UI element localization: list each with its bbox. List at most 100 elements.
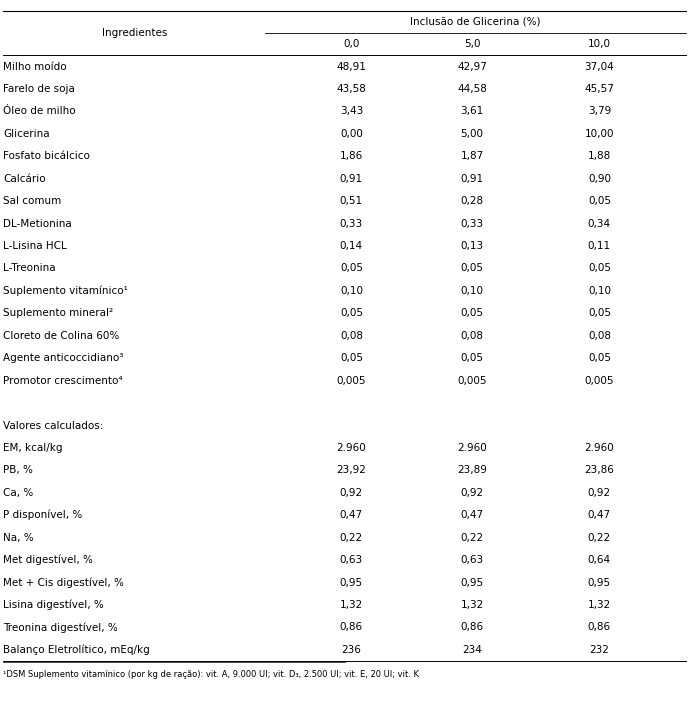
Text: 0,10: 0,10	[340, 286, 363, 296]
Text: ¹DSM Suplemento vitamínico (por kg de ração): vit. A, 9.000 UI; vit. D₃, 2.500 U: ¹DSM Suplemento vitamínico (por kg de ra…	[3, 670, 420, 679]
Text: 0,00: 0,00	[340, 129, 363, 139]
Text: 1,32: 1,32	[588, 600, 611, 610]
Text: 2.960: 2.960	[336, 443, 367, 453]
Text: 1,32: 1,32	[460, 600, 484, 610]
Text: 0,0: 0,0	[343, 39, 360, 49]
Text: Óleo de milho: Óleo de milho	[3, 107, 76, 116]
Text: Lisina digestível, %: Lisina digestível, %	[3, 600, 104, 610]
Text: 0,34: 0,34	[588, 219, 611, 229]
Text: 0,86: 0,86	[588, 622, 611, 632]
Text: Balanço Eletrolítico, mEq/kg: Balanço Eletrolítico, mEq/kg	[3, 645, 150, 655]
Text: PB, %: PB, %	[3, 465, 33, 475]
Text: Agente anticoccidiano³: Agente anticoccidiano³	[3, 353, 124, 363]
Text: 42,97: 42,97	[457, 62, 487, 72]
Text: 234: 234	[462, 645, 482, 655]
Text: P disponível, %: P disponível, %	[3, 510, 83, 520]
Text: 0,64: 0,64	[588, 555, 611, 565]
Text: 0,47: 0,47	[460, 510, 484, 520]
Text: 0,08: 0,08	[460, 331, 484, 341]
Text: 0,92: 0,92	[340, 488, 363, 498]
Text: Ingredientes: Ingredientes	[102, 28, 167, 38]
Text: Suplemento vitamínico¹: Suplemento vitamínico¹	[3, 286, 128, 296]
Text: 0,05: 0,05	[588, 308, 611, 318]
Text: 0,95: 0,95	[588, 578, 611, 587]
Text: 0,47: 0,47	[588, 510, 611, 520]
Text: Glicerina: Glicerina	[3, 129, 50, 139]
Text: 10,0: 10,0	[588, 39, 611, 49]
Text: 0,05: 0,05	[460, 353, 484, 363]
Text: 0,22: 0,22	[588, 533, 611, 543]
Text: 43,58: 43,58	[336, 84, 367, 94]
Text: 0,51: 0,51	[340, 196, 363, 206]
Text: 0,92: 0,92	[460, 488, 484, 498]
Text: 0,05: 0,05	[340, 353, 363, 363]
Text: 23,92: 23,92	[336, 465, 367, 475]
Text: 10,00: 10,00	[585, 129, 614, 139]
Text: 0,10: 0,10	[588, 286, 611, 296]
Text: 3,61: 3,61	[460, 107, 484, 116]
Text: 2.960: 2.960	[584, 443, 615, 453]
Text: 0,13: 0,13	[460, 241, 484, 251]
Text: 48,91: 48,91	[336, 62, 367, 72]
Text: 0,11: 0,11	[588, 241, 611, 251]
Text: 0,91: 0,91	[460, 174, 484, 184]
Text: 0,08: 0,08	[588, 331, 611, 341]
Text: Farelo de soja: Farelo de soja	[3, 84, 75, 94]
Text: 5,00: 5,00	[460, 129, 484, 139]
Text: EM, kcal/kg: EM, kcal/kg	[3, 443, 63, 453]
Text: 0,10: 0,10	[460, 286, 484, 296]
Text: 23,86: 23,86	[584, 465, 615, 475]
Text: 0,90: 0,90	[588, 174, 611, 184]
Text: 0,86: 0,86	[460, 622, 484, 632]
Text: Cloreto de Colina 60%: Cloreto de Colina 60%	[3, 331, 120, 341]
Text: DL-Metionina: DL-Metionina	[3, 219, 72, 229]
Text: Fosfato bicálcico: Fosfato bicálcico	[3, 151, 90, 161]
Text: 0,005: 0,005	[337, 376, 366, 386]
Text: 0,05: 0,05	[588, 196, 611, 206]
Text: 5,0: 5,0	[464, 39, 480, 49]
Text: 0,33: 0,33	[340, 219, 363, 229]
Text: 0,28: 0,28	[460, 196, 484, 206]
Text: 1,32: 1,32	[340, 600, 363, 610]
Text: 1,88: 1,88	[588, 151, 611, 161]
Text: Met digestível, %: Met digestível, %	[3, 555, 93, 565]
Text: 37,04: 37,04	[584, 62, 615, 72]
Text: 3,43: 3,43	[340, 107, 363, 116]
Text: L-Lisina HCL: L-Lisina HCL	[3, 241, 68, 251]
Text: 0,91: 0,91	[340, 174, 363, 184]
Text: Suplemento mineral²: Suplemento mineral²	[3, 308, 114, 318]
Text: Met + Cis digestível, %: Met + Cis digestível, %	[3, 578, 124, 587]
Text: Calcário: Calcário	[3, 174, 46, 184]
Text: 0,33: 0,33	[460, 219, 484, 229]
Text: 1,87: 1,87	[460, 151, 484, 161]
Text: 0,05: 0,05	[588, 264, 611, 273]
Text: Sal comum: Sal comum	[3, 196, 62, 206]
Text: 44,58: 44,58	[457, 84, 487, 94]
Text: 0,63: 0,63	[460, 555, 484, 565]
Text: 0,05: 0,05	[340, 264, 363, 273]
Text: 23,89: 23,89	[457, 465, 487, 475]
Text: 45,57: 45,57	[584, 84, 615, 94]
Text: Inclusão de Glicerina (%): Inclusão de Glicerina (%)	[410, 17, 541, 27]
Text: 0,47: 0,47	[340, 510, 363, 520]
Text: 0,05: 0,05	[588, 353, 611, 363]
Text: 0,95: 0,95	[340, 578, 363, 587]
Text: 0,14: 0,14	[340, 241, 363, 251]
Text: 0,95: 0,95	[460, 578, 484, 587]
Text: 3,79: 3,79	[588, 107, 611, 116]
Text: Ca, %: Ca, %	[3, 488, 34, 498]
Text: Promotor crescimento⁴: Promotor crescimento⁴	[3, 376, 123, 386]
Text: 0,63: 0,63	[340, 555, 363, 565]
Text: Milho moído: Milho moído	[3, 62, 67, 72]
Text: 0,86: 0,86	[340, 622, 363, 632]
Text: Valores calculados:: Valores calculados:	[3, 421, 104, 430]
Text: 0,22: 0,22	[340, 533, 363, 543]
Text: 0,05: 0,05	[340, 308, 363, 318]
Text: 0,005: 0,005	[585, 376, 614, 386]
Text: 0,92: 0,92	[588, 488, 611, 498]
Text: 0,005: 0,005	[457, 376, 486, 386]
Text: 0,05: 0,05	[460, 308, 484, 318]
Text: Treonina digestível, %: Treonina digestível, %	[3, 622, 119, 632]
Text: 0,22: 0,22	[460, 533, 484, 543]
Text: 0,08: 0,08	[340, 331, 363, 341]
